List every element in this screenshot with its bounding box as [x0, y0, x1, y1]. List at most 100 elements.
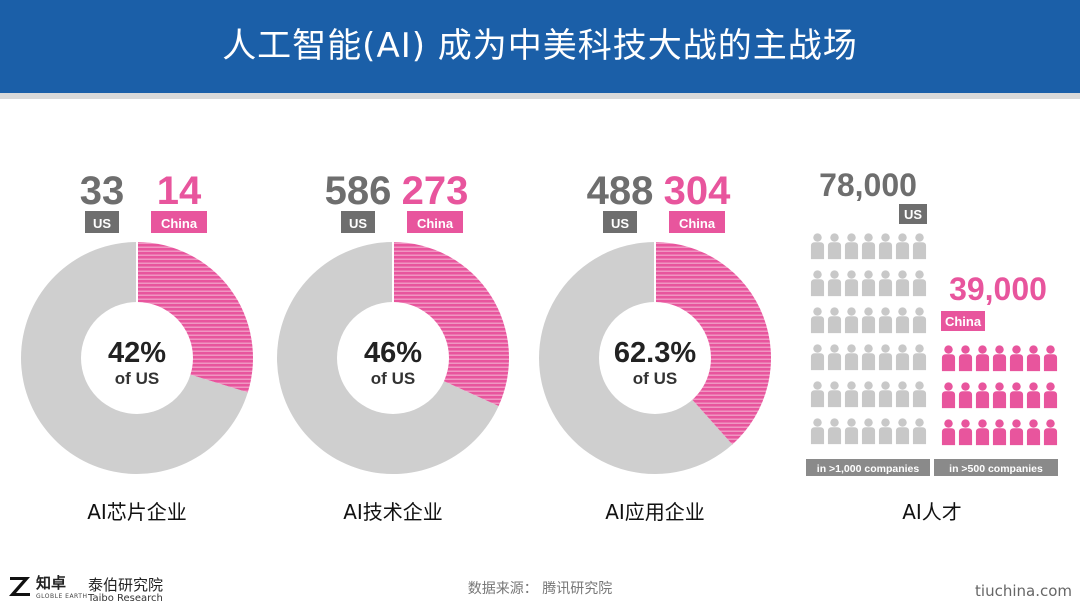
talent-china-value: 39,000 — [949, 271, 1047, 307]
donut-3-china-label: China — [669, 211, 725, 233]
talent-us-person-icon — [844, 307, 859, 334]
donut-1-category: AI芯片企业 — [87, 500, 187, 524]
talent-china-person-icon — [941, 419, 956, 446]
talent-us-person-icon — [912, 344, 927, 371]
talent-us-person-icon — [861, 270, 876, 297]
talent-china-person-icon — [1043, 382, 1058, 409]
talent-us-person-icon — [912, 307, 927, 334]
donut-3-center-pct: 62.3% — [614, 337, 696, 369]
talent-us-person-icon — [844, 418, 859, 445]
donut-3-category: AI应用企业 — [605, 500, 705, 524]
donut-3-us-label-bg — [603, 211, 637, 233]
talent-china-label-bg — [941, 311, 985, 331]
talent-china-person-icon — [1009, 419, 1024, 446]
donut-3-hole — [599, 302, 711, 414]
logo-z-icon — [9, 577, 30, 596]
donut-1-china-value: 14 — [157, 169, 202, 213]
site-watermark: tiuchina.com — [975, 582, 1072, 600]
talent-china-caption-text: in >500 companies — [949, 463, 1043, 475]
donut-2-us-label-bg — [341, 211, 375, 233]
talent-us-person-icon — [861, 344, 876, 371]
talent-china-person-icon — [975, 345, 990, 372]
donut-1-us-label-text: US — [93, 216, 111, 231]
talent-category: AI人才 — [902, 500, 962, 524]
donut-3-us-label: US — [603, 211, 637, 233]
logo-cn-text: 知卓 — [36, 574, 67, 592]
talent-us-person-icon — [844, 381, 859, 408]
talent-us-person-icon — [844, 233, 859, 260]
talent-us-person-icon — [827, 270, 842, 297]
donut-3-us-value: 488 — [587, 169, 654, 213]
talent-china-person-icon — [1026, 345, 1041, 372]
talent-us-person-icon — [844, 270, 859, 297]
talent-us-person-icon — [895, 270, 910, 297]
talent-us-person-icon — [861, 381, 876, 408]
talent-us-person-icon — [861, 307, 876, 334]
donut-2-us-label-text: US — [349, 216, 367, 231]
talent-china-person-icon — [975, 419, 990, 446]
taibo-logo: 知卓 GLOBLE EARTH 泰伯研究院 Taibo Research — [8, 572, 178, 608]
donut-3-center-sub: of US — [633, 369, 677, 388]
talent-china-label: China — [941, 311, 985, 331]
talent-china-person-icon — [992, 419, 1007, 446]
talent-china-person-icon — [941, 382, 956, 409]
talent-us-person-icon — [895, 344, 910, 371]
donut-1-china-label: China — [151, 211, 207, 233]
talent-us-person-icon — [878, 307, 893, 334]
talent-us-person-icon — [895, 307, 910, 334]
donut-1-us-label-bg — [85, 211, 119, 233]
donut-3-china-value: 304 — [664, 169, 731, 213]
talent-us-person-icon — [912, 381, 927, 408]
talent-us-caption-text: in >1,000 companies — [817, 463, 920, 475]
talent-us-person-icon — [810, 381, 825, 408]
donut-2-china-label-text: China — [417, 216, 454, 231]
donut-3-us-label-text: US — [611, 216, 629, 231]
donut-1-china-label-text: China — [161, 216, 198, 231]
donut-2-us-value: 586 — [325, 169, 392, 213]
donut-3-china-slice — [655, 242, 772, 445]
title-banner: 人工智能(AI) 成为中美科技大战的主战场 — [0, 0, 1080, 99]
donut-3-china-label-bg — [669, 211, 725, 233]
talent-us-person-icon — [827, 418, 842, 445]
talent-us-label-text: US — [904, 207, 922, 222]
talent-us-person-icon — [895, 381, 910, 408]
donut-3-china-label-text: China — [679, 216, 716, 231]
talent-us-person-icon — [844, 344, 859, 371]
donut-1-us-label: US — [85, 211, 119, 233]
talent-china-person-icon — [1026, 382, 1041, 409]
talent-us-label-bg — [899, 204, 927, 224]
talent-us-value: 78,000 — [819, 167, 917, 203]
donut-2-center-pct: 46% — [364, 337, 422, 369]
talent-china-caption: in >500 companies — [934, 459, 1058, 476]
donut-2-hole — [337, 302, 449, 414]
talent-us-person-icon — [878, 381, 893, 408]
donut-2-china-label: China — [407, 211, 463, 233]
talent-china-person-icon — [1043, 345, 1058, 372]
talent-us-person-icon — [827, 344, 842, 371]
talent-china-person-icon — [941, 345, 956, 372]
talent-us-caption: in >1,000 companies — [806, 459, 930, 476]
talent-us-person-icon — [878, 233, 893, 260]
talent-us-person-icon — [912, 418, 927, 445]
talent-us-person-icon — [912, 233, 927, 260]
talent-us-person-icon — [861, 233, 876, 260]
talent-us-person-icon — [878, 270, 893, 297]
donut-2-us-label: US — [341, 211, 375, 233]
page-title: 人工智能(AI) 成为中美科技大战的主战场 — [222, 26, 858, 66]
talent-us-person-icon — [827, 381, 842, 408]
talent-us-person-icon — [895, 418, 910, 445]
talent-us-person-icon — [810, 270, 825, 297]
talent-us-label: US — [899, 204, 927, 224]
talent-china-person-icon — [1009, 345, 1024, 372]
talent-us-person-icon — [827, 307, 842, 334]
donut-2-china-label-bg — [407, 211, 463, 233]
talent-us-person-icon — [810, 344, 825, 371]
talent-us-person-icon — [827, 233, 842, 260]
talent-us-person-icon — [810, 418, 825, 445]
talent-us-person-icon — [861, 418, 876, 445]
talent-china-person-icon — [975, 382, 990, 409]
talent-china-label-text: China — [945, 314, 982, 329]
donut-1-hole — [81, 302, 193, 414]
talent-us-person-icon — [878, 418, 893, 445]
